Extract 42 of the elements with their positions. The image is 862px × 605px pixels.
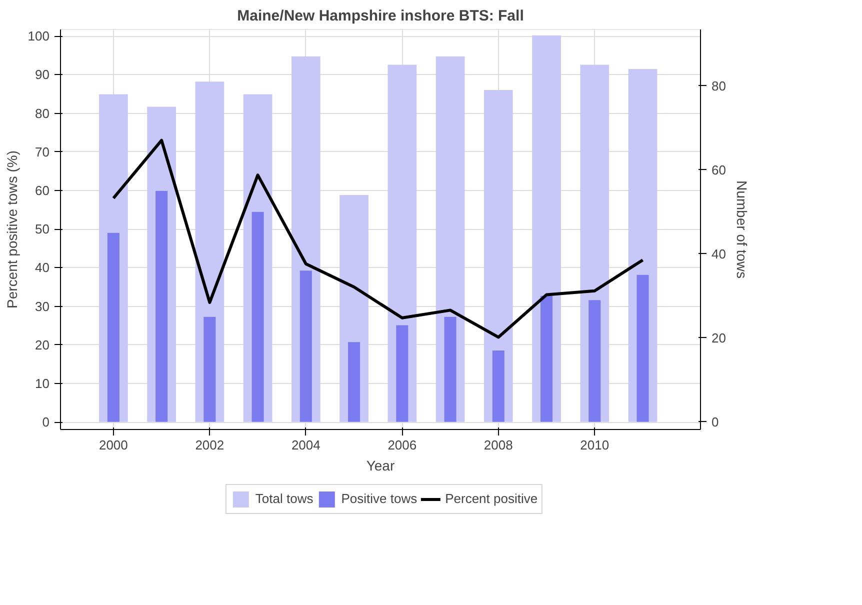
y-tick-label: 40 [35, 260, 50, 276]
y-tick-label: 70 [35, 144, 50, 160]
y2-tick-label: 80 [712, 78, 726, 94]
y2-tick-label: 40 [712, 246, 726, 262]
bar [204, 316, 216, 422]
y-tick-label: 10 [35, 376, 50, 392]
bar [540, 296, 553, 422]
legend-label: Positive tows [341, 491, 418, 506]
y2-axis-title: Number of tows [734, 180, 750, 279]
bar [636, 274, 649, 422]
y-tick-label: 90 [35, 67, 50, 82]
line-series [112, 138, 644, 339]
x-axis-title: Year [366, 458, 395, 474]
y-tick-label: 80 [35, 106, 50, 121]
y-tick-label: 100 [28, 28, 50, 44]
legend-label: Percent positive [445, 491, 538, 506]
bar [252, 212, 264, 422]
y-tick-label: 0 [42, 414, 50, 430]
bar [492, 350, 504, 422]
y-axis-title: Percent positive tows (%) [4, 150, 20, 308]
y-tick-label: 20 [35, 337, 50, 352]
bar [107, 232, 120, 422]
x-tick-label: 2004 [291, 438, 320, 452]
bar [300, 270, 312, 422]
y2-tick-label: 60 [712, 162, 726, 178]
y-tick-label: 60 [35, 183, 50, 198]
x-tick-label: 2010 [580, 438, 610, 452]
chart-title: Maine/New Hampshire inshore BTS: Fall [237, 8, 524, 24]
legend-label: Total tows [255, 491, 314, 506]
bar [348, 342, 360, 422]
y-tick-label: 30 [35, 298, 50, 314]
bar [396, 325, 408, 422]
bar [156, 190, 168, 422]
x-tick-label: 2002 [195, 438, 224, 452]
y-tick-label: 50 [35, 222, 50, 237]
y2-tick-label: 20 [712, 330, 726, 346]
x-tick-label: 2006 [388, 438, 417, 452]
x-tick-label: 2008 [484, 438, 513, 452]
y2-tick-label: 0 [712, 414, 719, 430]
bar [588, 300, 601, 422]
bar [444, 316, 456, 422]
x-tick-label: 2000 [98, 438, 128, 452]
